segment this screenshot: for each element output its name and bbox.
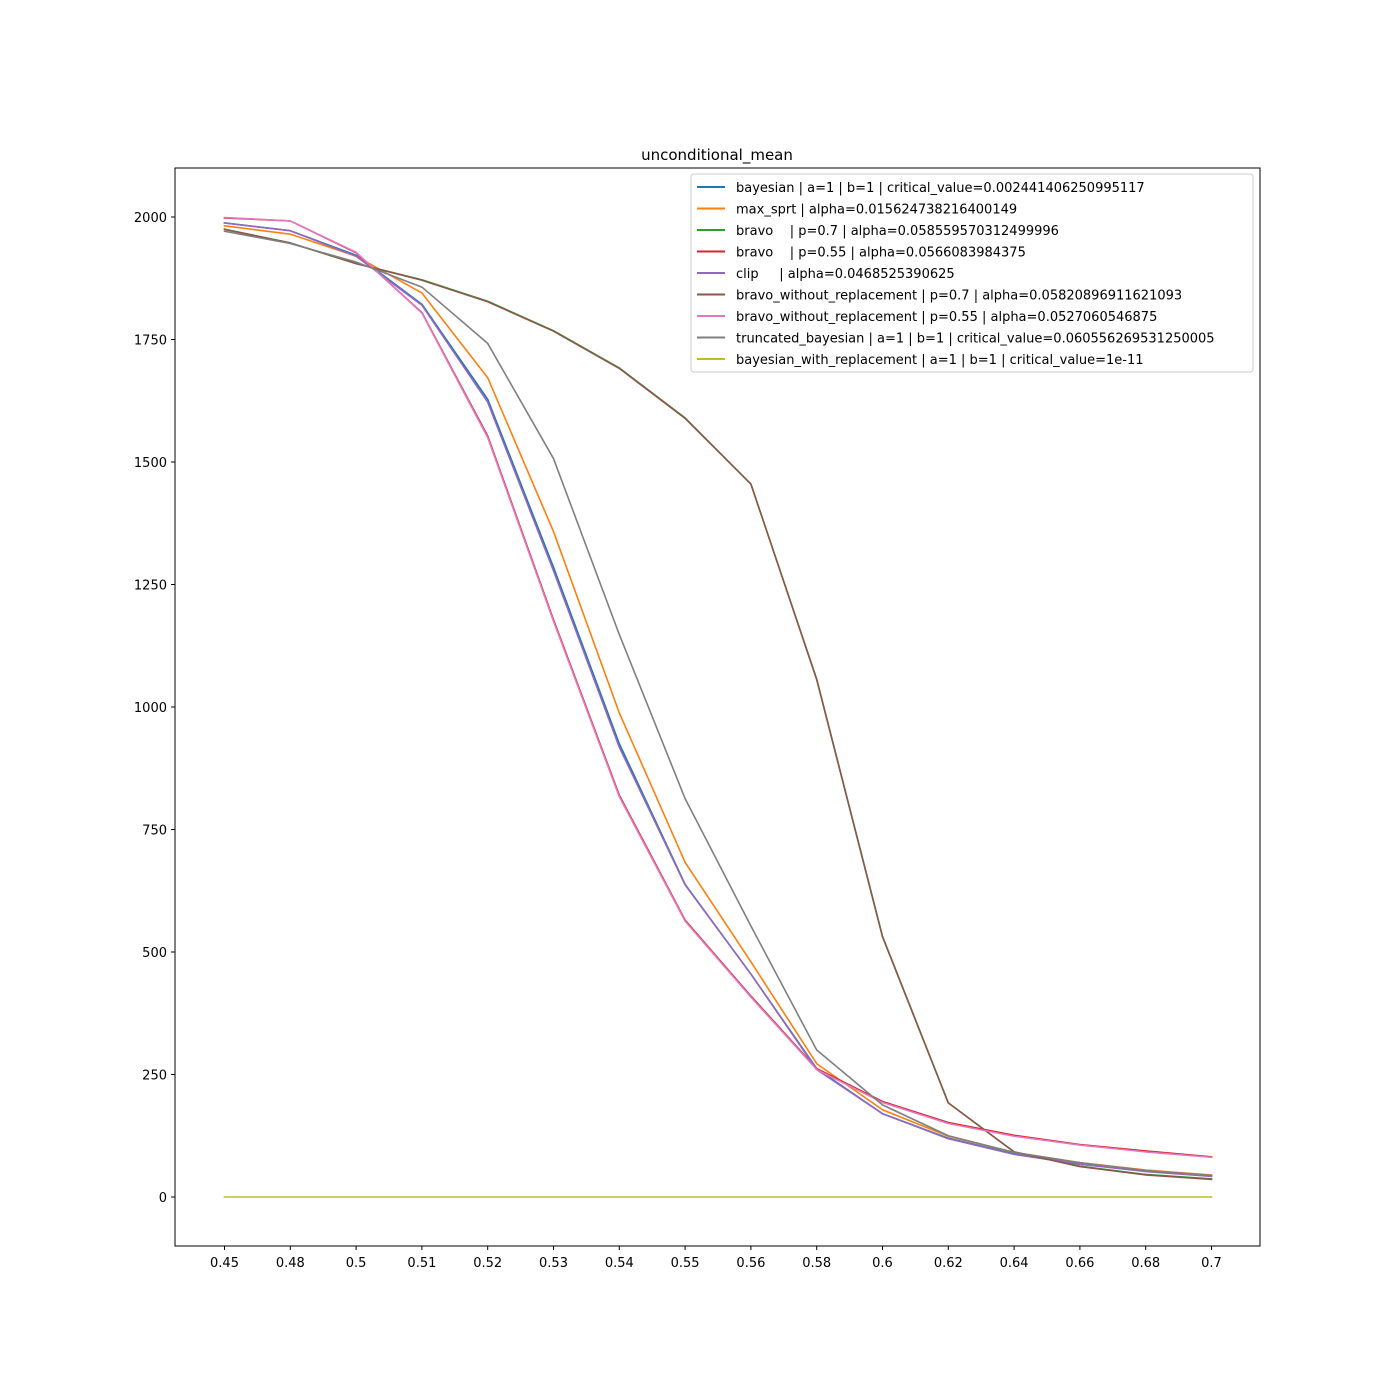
x-tick-label: 0.62 — [934, 1256, 963, 1271]
legend-box — [690, 173, 1254, 373]
y-tick-label: 2000 — [134, 211, 167, 226]
y-tick-label: 1500 — [134, 456, 167, 471]
legend-label: clip | alpha=0.0468525390625 — [736, 267, 955, 282]
legend-label: bayesian | a=1 | b=1 | critical_value=0.… — [736, 181, 1145, 196]
legend-label: bravo | p=0.55 | alpha=0.0566083984375 — [736, 246, 1026, 261]
y-tick-label: 750 — [142, 824, 167, 839]
legend: bayesian | a=1 | b=1 | critical_value=0.… — [690, 173, 1254, 373]
legend-label: bravo | p=0.7 | alpha=0.0585595703124999… — [736, 224, 1059, 239]
series-lines — [223, 216, 1213, 1198]
legend-label: bravo_without_replacement | p=0.55 | alp… — [736, 310, 1157, 325]
x-tick-label: 0.55 — [671, 1256, 700, 1271]
y-tick-label: 1000 — [134, 701, 167, 716]
x-tick-label: 0.58 — [802, 1256, 831, 1271]
axes: 0.45 0.48 0.5 0.51 0.52 0.53 0.54 0.55 0.56 0.58 0… — [134, 167, 1261, 1271]
x-tick-label: 0.54 — [605, 1256, 634, 1271]
series-line-6 — [223, 228, 1213, 1181]
x-tick-label: 0.64 — [1000, 1256, 1029, 1271]
x-tick-label: 0.6 — [872, 1256, 893, 1271]
x-tick-label: 0.5 — [346, 1256, 367, 1271]
x-tick-label: 0.68 — [1131, 1256, 1160, 1271]
series-line-8 — [223, 230, 1213, 1177]
legend-label: bayesian_with_replacement | a=1 | b=1 | … — [736, 353, 1144, 368]
x-tick-label: 0.52 — [473, 1256, 502, 1271]
x-tick-label: 0.45 — [210, 1256, 239, 1271]
y-tick-label: 1750 — [134, 334, 167, 349]
y-tick-label: 500 — [142, 946, 167, 961]
legend-label: bravo_without_replacement | p=0.7 | alph… — [736, 289, 1182, 304]
y-tick-label: 1250 — [134, 579, 167, 594]
y-tick-label: 250 — [142, 1069, 167, 1084]
y-tick-label: 0 — [159, 1191, 167, 1206]
legend-label: max_sprt | alpha=0.015624738216400149 — [736, 203, 1017, 218]
x-tick-label: 0.7 — [1201, 1256, 1222, 1271]
x-tick-label: 0.56 — [736, 1256, 765, 1271]
legend-label: truncated_bayesian | a=1 | b=1 | critica… — [736, 332, 1215, 347]
x-tick-label: 0.66 — [1065, 1256, 1094, 1271]
x-tick-label: 0.51 — [407, 1256, 436, 1271]
x-tick-label: 0.53 — [539, 1256, 568, 1271]
x-tick-label: 0.48 — [276, 1256, 305, 1271]
chart-title: unconditional_mean — [641, 146, 793, 165]
series-line-7 — [223, 216, 1213, 1159]
